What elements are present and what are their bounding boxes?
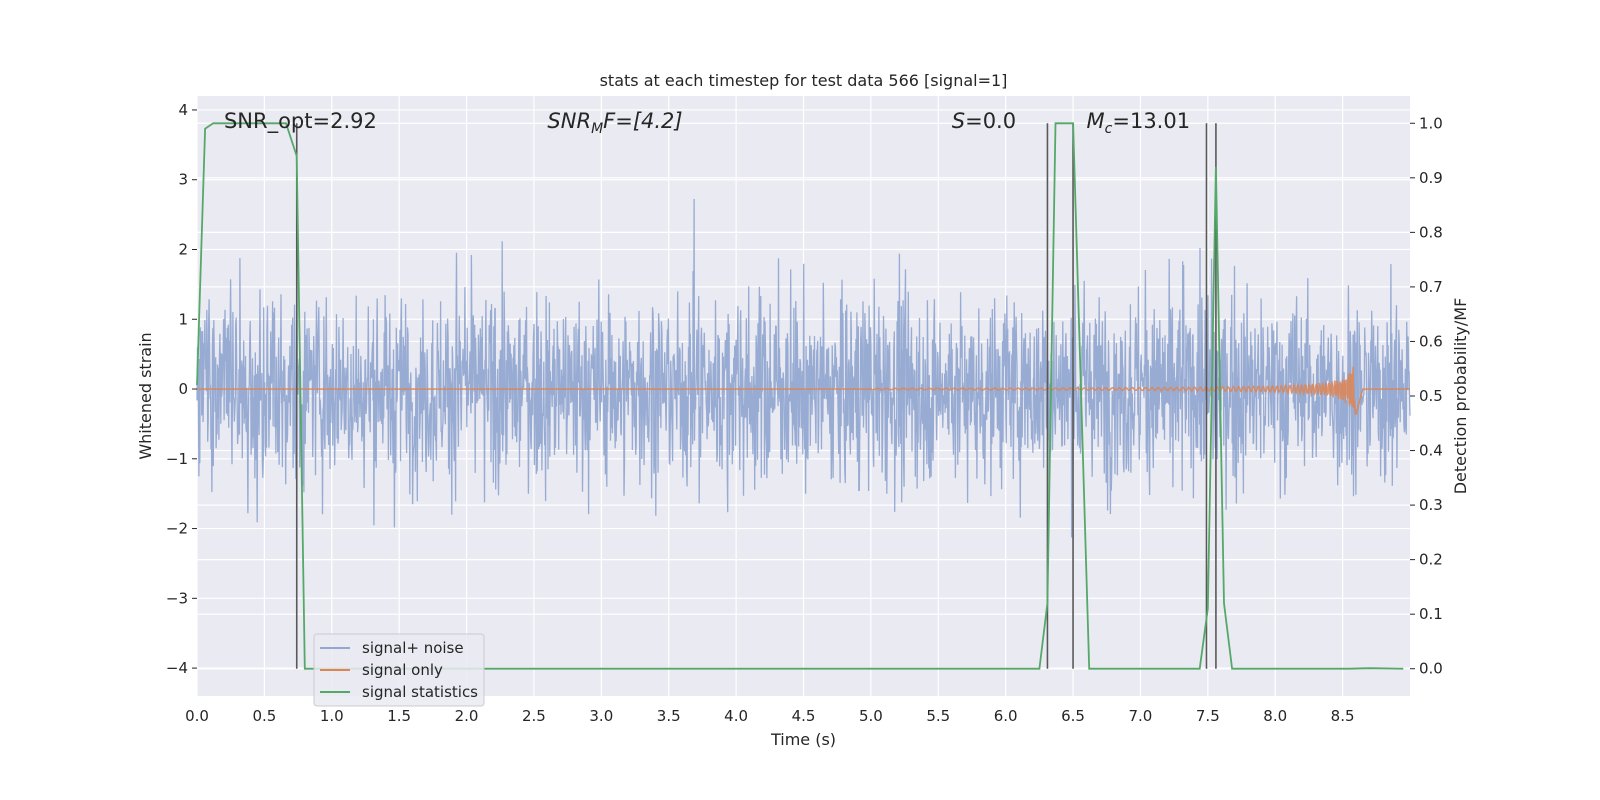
y-left-tick-8: −4	[166, 659, 188, 677]
x-tick-15: 7.5	[1196, 707, 1220, 725]
x-tick-10: 5.0	[859, 707, 883, 725]
x-tick-12: 6.0	[994, 707, 1018, 725]
annotation-2: S=0.0	[952, 109, 1016, 133]
x-tick-9: 4.5	[792, 707, 816, 725]
y-right-tick-5: 0.5	[1419, 387, 1443, 405]
y-left-tick-2: 2	[178, 240, 188, 258]
x-tick-1: 0.5	[252, 707, 276, 725]
legend: signal+ noise signal only signal statistic…	[313, 633, 485, 707]
signal-noise-series	[196, 198, 1411, 538]
signal-statistics-series	[196, 122, 1404, 670]
y-right-tick-8: 0.2	[1419, 551, 1443, 569]
legend-label-0: signal+ noise	[362, 639, 464, 657]
x-tick-6: 3.0	[589, 707, 613, 725]
y-axis-right-label: Detection probability/MF	[1451, 298, 1470, 495]
y-left-tick-4: 0	[178, 380, 188, 398]
y-right-tick-10: 0.0	[1419, 660, 1443, 678]
x-tick-2: 1.0	[320, 707, 344, 725]
x-tick-14: 7.0	[1129, 707, 1153, 725]
y-left-tick-3: 1	[178, 310, 188, 328]
signal-only-series	[197, 366, 1410, 416]
signal-statistics-line	[196, 122, 1404, 670]
y-right-tick-4: 0.6	[1419, 332, 1443, 350]
y-right-tick-6: 0.4	[1419, 442, 1443, 460]
annotation-0: SNR_opt=2.92	[224, 109, 377, 134]
x-tick-5: 2.5	[522, 707, 546, 725]
y-axis-left-label: Whitened strain	[136, 332, 155, 459]
y-right-tick-7: 0.3	[1419, 496, 1443, 514]
x-tick-8: 4.0	[724, 707, 748, 725]
annotation-1: SNRMF=[4.2]	[547, 109, 682, 137]
y-left-tick-1: 3	[178, 171, 188, 189]
x-tick-16: 8.0	[1263, 707, 1287, 725]
tick-labels: 0.0 0.5 1.0 1.5 2.0 2.5 3.0 3.5 4.0 4.5 5.0 5.5 6.0 6…	[166, 101, 1443, 725]
y-right-tick-3: 0.7	[1419, 278, 1443, 296]
y-right-tick-0: 1.0	[1419, 114, 1443, 132]
y-right-tick-1: 0.9	[1419, 169, 1443, 187]
legend-label-1: signal only	[362, 661, 443, 679]
y-left-tick-5: −1	[166, 450, 188, 468]
y-left-tick-0: 4	[178, 101, 188, 119]
x-tick-17: 8.5	[1331, 707, 1355, 725]
x-tick-3: 1.5	[387, 707, 411, 725]
y-left-tick-6: −2	[166, 520, 188, 538]
x-tick-4: 2.0	[455, 707, 479, 725]
x-tick-11: 5.5	[926, 707, 950, 725]
annotations: SNR_opt=2.92 SNRMF=[4.2] S=0.0 Mc=13.01	[224, 109, 1190, 137]
annotation-3: Mc=13.01	[1087, 109, 1191, 137]
y-left-tick-7: −3	[166, 589, 188, 607]
legend-label-2: signal statistics	[362, 683, 478, 701]
y-right-tick-9: 0.1	[1419, 605, 1443, 623]
x-axis-label: Time (s)	[770, 730, 836, 749]
y-right-tick-2: 0.8	[1419, 223, 1443, 241]
x-tick-13: 6.5	[1061, 707, 1085, 725]
x-tick-0: 0.0	[185, 707, 209, 725]
chart-title: stats at each timestep for test data 566…	[600, 71, 1008, 90]
legend-box	[313, 633, 485, 707]
signal-noise-line	[196, 198, 1411, 538]
signal-only-line	[197, 366, 1410, 416]
x-tick-7: 3.5	[657, 707, 681, 725]
